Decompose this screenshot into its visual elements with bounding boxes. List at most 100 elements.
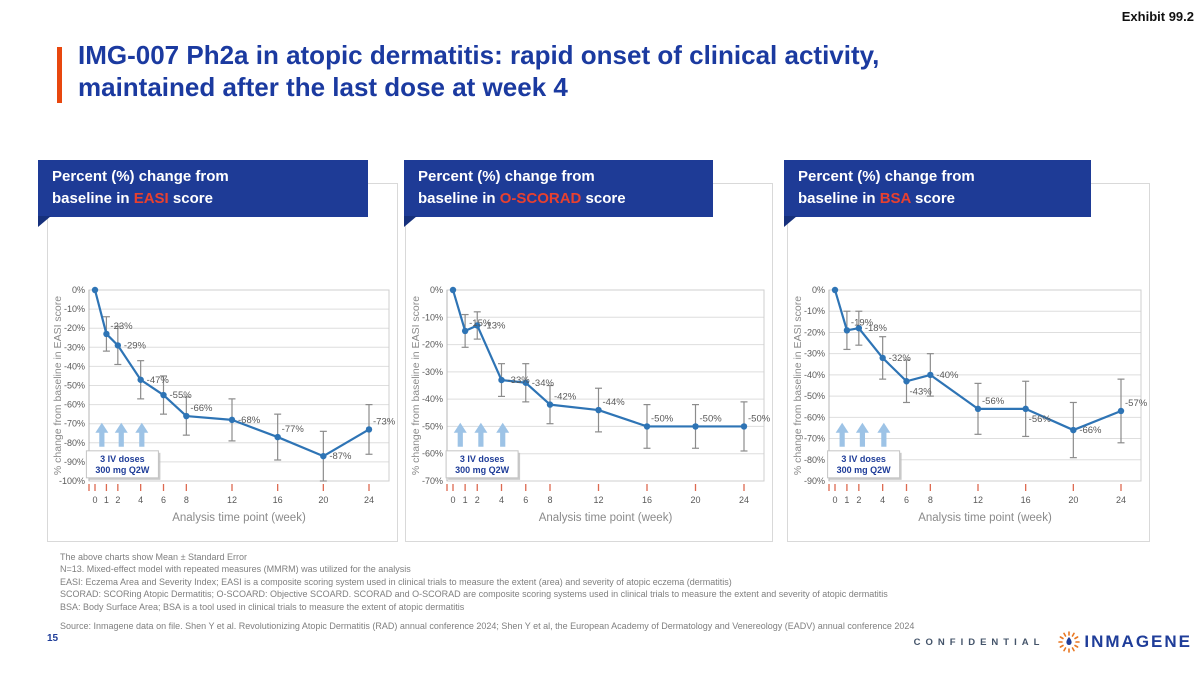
- svg-text:-87%: -87%: [329, 451, 352, 462]
- svg-text:-60%: -60%: [804, 412, 825, 422]
- svg-text:300 mg Q2W: 300 mg Q2W: [837, 465, 892, 475]
- svg-text:-77%: -77%: [282, 424, 305, 435]
- header-tail: [784, 215, 797, 227]
- header-metric: EASI: [133, 189, 169, 207]
- svg-text:-60%: -60%: [64, 400, 85, 410]
- logo-wordmark: INMAGENE: [1084, 632, 1192, 651]
- header-text: score: [168, 189, 213, 207]
- svg-text:Analysis time point (week): Analysis time point (week): [172, 512, 306, 524]
- bsa-line-chart: 0%-10%-20%-30%-40%-50%-60%-70%-80%-90%0 1…: [792, 285, 1148, 524]
- svg-text:-70%: -70%: [64, 419, 85, 429]
- oscorad-line-chart: 0%-10%-20%-30%-40%-50%-60%-70%0 1 2 4 6 8 12 16…: [410, 285, 771, 524]
- svg-text:-50%: -50%: [804, 391, 825, 401]
- exhibit-label: Exhibit 99.2: [1121, 9, 1194, 24]
- dose-arrow-icon: [496, 422, 510, 447]
- svg-text:-32%: -32%: [889, 353, 912, 364]
- svg-text:24: 24: [364, 495, 374, 505]
- svg-text:-40%: -40%: [936, 370, 959, 381]
- svg-text:8: 8: [547, 495, 552, 505]
- svg-text:6: 6: [904, 495, 909, 505]
- svg-text:-19%: -19%: [851, 317, 874, 328]
- svg-text:-43%: -43%: [910, 386, 933, 397]
- svg-text:20: 20: [1068, 495, 1078, 505]
- svg-text:-30%: -30%: [804, 349, 825, 359]
- svg-text:6: 6: [523, 495, 528, 505]
- svg-text:0%: 0%: [430, 285, 443, 295]
- svg-text:12: 12: [227, 495, 237, 505]
- footnotes: The above charts show Mean ± Standard Er…: [60, 551, 1180, 613]
- svg-text:3 IV doses: 3 IV doses: [460, 454, 505, 464]
- svg-text:-13%: -13%: [483, 320, 506, 331]
- svg-text:-20%: -20%: [422, 340, 443, 350]
- svg-text:3 IV doses: 3 IV doses: [841, 454, 886, 464]
- svg-text:-70%: -70%: [422, 476, 443, 486]
- svg-text:-90%: -90%: [64, 457, 85, 467]
- svg-text:16: 16: [1021, 495, 1031, 505]
- svg-text:2: 2: [115, 495, 120, 505]
- title-line-1: IMG-007 Ph2a in atopic dermatitis: rapid…: [78, 40, 880, 70]
- svg-text:-34%: -34%: [532, 378, 555, 389]
- svg-text:-57%: -57%: [1125, 398, 1148, 409]
- svg-text:-30%: -30%: [64, 342, 85, 352]
- svg-text:-30%: -30%: [422, 367, 443, 377]
- svg-text:8: 8: [928, 495, 933, 505]
- svg-text:-73%: -73%: [373, 416, 396, 427]
- svg-text:-29%: -29%: [124, 340, 147, 351]
- svg-text:3 IV doses: 3 IV doses: [100, 454, 145, 464]
- page-title: IMG-007 Ph2a in atopic dermatitis: rapid…: [78, 40, 1158, 103]
- svg-text:20: 20: [318, 495, 328, 505]
- dose-arrow-icon: [114, 422, 128, 447]
- svg-text:6: 6: [161, 495, 166, 505]
- svg-text:Analysis time point (week): Analysis time point (week): [918, 512, 1052, 524]
- svg-text:-56%: -56%: [1029, 414, 1052, 425]
- svg-text:1: 1: [844, 495, 849, 505]
- chart-header-bsa: Percent (%) change from baseline in BSA …: [784, 160, 1091, 227]
- svg-text:-50%: -50%: [64, 381, 85, 391]
- svg-text:-40%: -40%: [422, 394, 443, 404]
- svg-text:8: 8: [184, 495, 189, 505]
- svg-text:-42%: -42%: [554, 392, 577, 403]
- svg-text:300 mg Q2W: 300 mg Q2W: [455, 465, 510, 475]
- svg-text:-18%: -18%: [865, 323, 888, 334]
- svg-text:-50%: -50%: [651, 413, 674, 424]
- dose-arrow-icon: [95, 422, 109, 447]
- svg-text:0: 0: [450, 495, 455, 505]
- svg-text:-90%: -90%: [804, 476, 825, 486]
- svg-text:4: 4: [880, 495, 885, 505]
- svg-text:-10%: -10%: [422, 312, 443, 322]
- svg-text:-68%: -68%: [238, 415, 261, 426]
- svg-text:% change from baseline in EASI: % change from baseline in EASI score: [52, 296, 64, 475]
- header-tail: [404, 215, 417, 227]
- header-text: baseline in: [798, 189, 880, 207]
- chart-card-oscorad: 0% -10% -20% -30% -40% -50% -60% -70% 0 1 2 4 6 8 12 16…: [405, 183, 773, 542]
- svg-text:2: 2: [856, 495, 861, 505]
- dose-arrow-icon: [855, 422, 869, 447]
- footnote-line: N=13. Mixed-effect model with repeated m…: [60, 564, 411, 575]
- header-text: baseline in: [418, 189, 500, 207]
- svg-text:0: 0: [832, 495, 837, 505]
- dose-arrow-icon: [474, 422, 488, 447]
- svg-text:-70%: -70%: [804, 434, 825, 444]
- svg-text:-80%: -80%: [64, 438, 85, 448]
- svg-text:4: 4: [138, 495, 143, 505]
- svg-text:300 mg Q2W: 300 mg Q2W: [95, 465, 150, 475]
- svg-text:-10%: -10%: [64, 304, 85, 314]
- easi-line-chart: 0% -10% -20% -30% -40% -50% -60% -70% -80% -90% -1…: [52, 285, 396, 524]
- svg-text:24: 24: [739, 495, 749, 505]
- svg-text:2: 2: [475, 495, 480, 505]
- svg-text:% change from baseline in EASI: % change from baseline in EASI score: [410, 296, 422, 475]
- svg-text:-56%: -56%: [982, 396, 1005, 407]
- header-text: Percent (%) change from: [418, 168, 595, 185]
- chart-header-easi: Percent (%) change from baseline in EASI…: [38, 160, 368, 227]
- title-accent-bar: [57, 47, 62, 103]
- footer-right: CONFIDENTIAL INMAGENE: [914, 631, 1192, 653]
- svg-text:0: 0: [92, 495, 97, 505]
- svg-text:-50%: -50%: [422, 421, 443, 431]
- svg-text:16: 16: [642, 495, 652, 505]
- svg-text:-23%: -23%: [110, 321, 133, 332]
- svg-text:-100%: -100%: [59, 476, 85, 486]
- svg-text:12: 12: [973, 495, 983, 505]
- header-text: Percent (%) change from: [52, 168, 229, 185]
- dose-arrow-icon: [835, 422, 849, 447]
